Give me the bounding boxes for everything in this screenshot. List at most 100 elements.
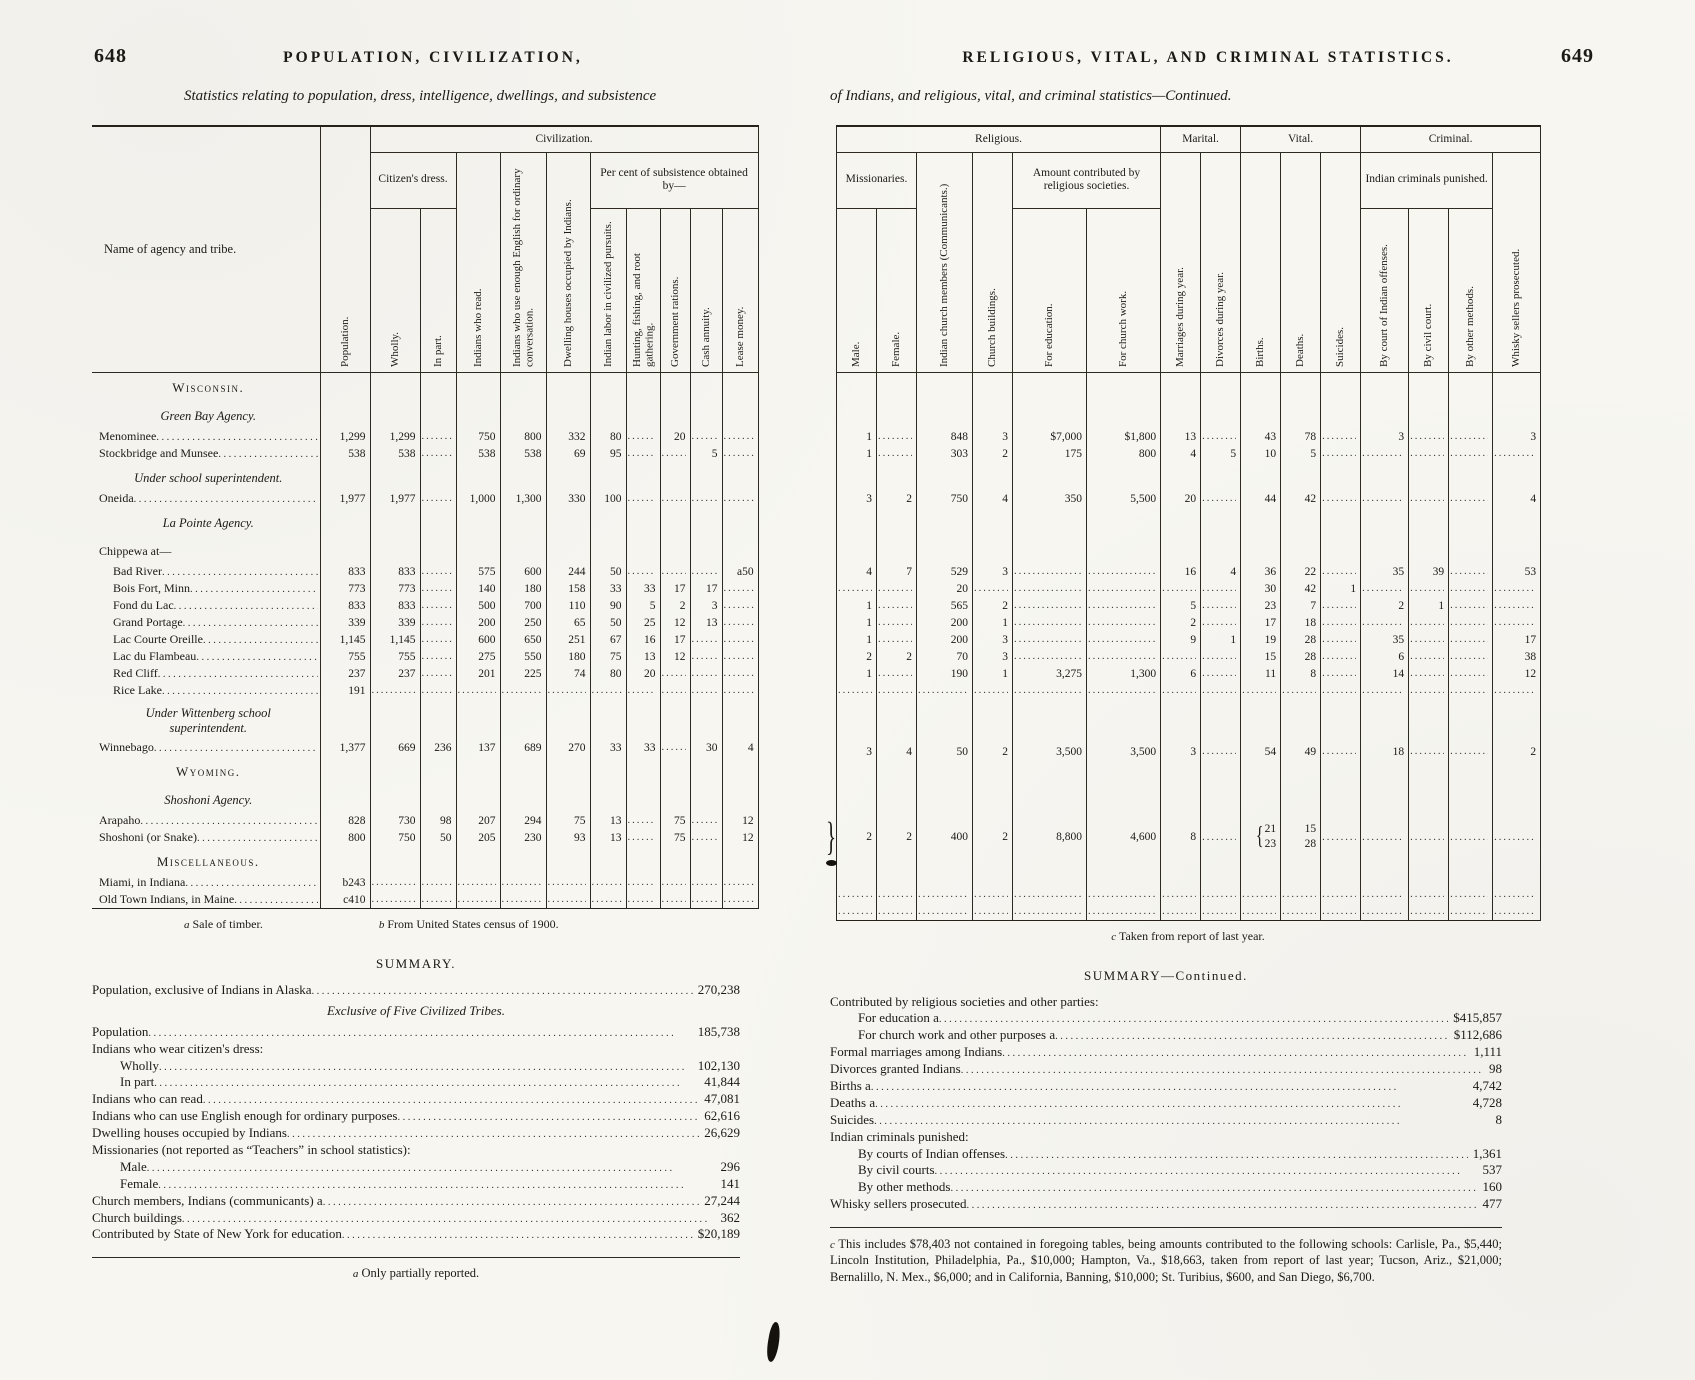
table-row xyxy=(836,400,1542,428)
value-cell: 4 xyxy=(722,739,759,756)
empty-cell xyxy=(1448,699,1494,743)
empty-dots xyxy=(628,492,656,505)
value-cell: 12 xyxy=(660,648,691,665)
value-cell: 700 xyxy=(500,597,547,614)
leader-dots xyxy=(234,892,317,907)
value-cell: 80 xyxy=(590,665,627,682)
value-cell: 20 xyxy=(626,665,661,682)
value-cell xyxy=(722,490,759,507)
empty-dots xyxy=(724,650,754,663)
value-cell xyxy=(500,891,547,909)
empty-dots xyxy=(1162,582,1196,595)
value-cell xyxy=(1200,428,1242,445)
row-label-cell: Oneida xyxy=(92,490,321,507)
value-cell xyxy=(420,631,457,648)
empty-cell xyxy=(836,760,877,788)
summary-item: For church work and other purposes a $112… xyxy=(830,1027,1502,1044)
empty-dots xyxy=(918,888,968,901)
empty-cell xyxy=(420,846,457,874)
table-body: 18483$7,000$1,80013437833130321758004510… xyxy=(826,372,1542,920)
value-cell xyxy=(1360,614,1410,631)
table-row: Green Bay Agency. xyxy=(92,400,759,428)
empty-dots xyxy=(662,492,686,505)
table-body: Wisconsin. Green Bay Agency.Menominee 1,29… xyxy=(92,372,759,909)
empty-cell xyxy=(456,699,501,739)
empty-cell xyxy=(626,784,661,812)
empty-cell xyxy=(420,699,457,739)
value-cell: 669 xyxy=(370,739,421,756)
value-cell: 848 xyxy=(916,428,973,445)
empty-dots xyxy=(1494,905,1536,918)
value-cell: $1,800 xyxy=(1086,428,1162,445)
value-cell xyxy=(420,682,457,699)
value-cell: 50 xyxy=(590,563,627,580)
empty-cell xyxy=(456,784,501,812)
value-cell xyxy=(1408,631,1450,648)
value-cell: 828 xyxy=(320,812,371,829)
value-cell xyxy=(1320,648,1362,665)
value-cell: 1 xyxy=(836,631,877,648)
empty-dots xyxy=(878,582,912,595)
empty-dots xyxy=(1450,831,1488,844)
empty-dots xyxy=(1088,582,1156,595)
empty-cell xyxy=(1320,462,1362,490)
empty-cell xyxy=(876,507,917,535)
empty-cell xyxy=(590,372,627,400)
leader-dots xyxy=(1005,1146,1468,1163)
summary-item: Church buildings 362 xyxy=(92,1210,740,1227)
value-cell: 538 xyxy=(456,445,501,462)
value-cell xyxy=(1320,816,1362,858)
value-cell: 339 xyxy=(370,614,421,631)
value-cell: 251 xyxy=(546,631,591,648)
value-cell: 25 xyxy=(626,614,661,631)
empty-dots xyxy=(1410,582,1444,595)
value-cell xyxy=(1492,580,1542,597)
empty-cell xyxy=(320,784,371,812)
value-cell xyxy=(722,891,759,909)
value-cell xyxy=(722,631,759,648)
table-row xyxy=(836,682,1542,699)
empty-cell xyxy=(972,372,1013,400)
empty-cell xyxy=(500,846,547,874)
empty-cell xyxy=(420,372,457,400)
row-label-cell: Bad River xyxy=(92,563,321,580)
empty-cell xyxy=(1492,699,1542,743)
empty-dots xyxy=(1322,430,1356,443)
value-cell: 5 xyxy=(626,597,661,614)
empty-dots xyxy=(1202,888,1236,901)
footnote: a Sale of timber. xyxy=(184,917,263,932)
leader-dots xyxy=(961,1061,1484,1078)
value-cell xyxy=(972,682,1013,699)
empty-dots xyxy=(1362,447,1404,460)
value-cell xyxy=(1320,614,1362,631)
empty-cell xyxy=(1160,788,1202,816)
empty-dots xyxy=(692,633,718,646)
row-label-cell: Shoshoni (or Snake) xyxy=(92,829,321,846)
summary-value: 185,738 xyxy=(697,1023,740,1039)
empty-dots xyxy=(1494,616,1536,629)
value-cell xyxy=(1012,903,1087,920)
empty-cell xyxy=(836,372,877,400)
empty-cell xyxy=(546,699,591,739)
empty-cell xyxy=(590,462,627,490)
empty-cell xyxy=(320,699,371,739)
empty-cell xyxy=(1408,535,1450,563)
value-cell: 200 xyxy=(916,614,973,631)
empty-cell xyxy=(722,462,759,490)
empty-dots xyxy=(592,893,622,906)
leader-dots xyxy=(183,615,318,630)
value-cell: 538 xyxy=(500,445,547,462)
value-cell: 3 xyxy=(972,631,1013,648)
summary-label: Indian criminals punished: xyxy=(830,1128,969,1144)
footnote-marker: c xyxy=(830,1239,835,1252)
table-row: Bois Fort, Minn77377314018015833331717 xyxy=(92,580,759,597)
value-cell xyxy=(1448,743,1494,760)
value-cell: 1,000 xyxy=(456,490,501,507)
empty-cell xyxy=(1320,760,1362,788)
empty-cell xyxy=(1408,400,1450,428)
value-cell: c410 xyxy=(320,891,371,909)
empty-cell xyxy=(1012,858,1087,886)
empty-dots xyxy=(662,565,686,578)
brace-mark: } xyxy=(826,813,837,859)
